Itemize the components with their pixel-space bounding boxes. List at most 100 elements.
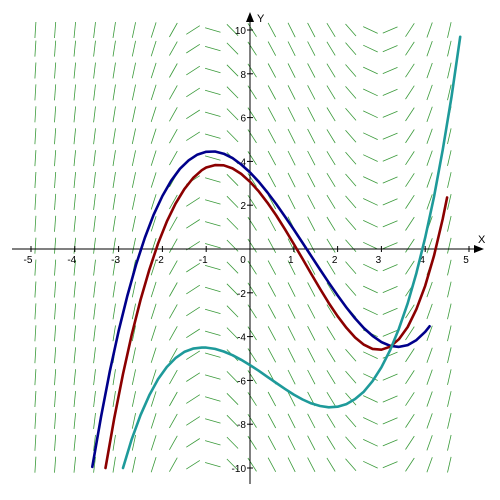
slope-segment — [287, 369, 296, 385]
slope-segment — [186, 460, 201, 470]
slope-segment — [226, 414, 239, 427]
slope-segment — [34, 40, 37, 57]
slope-segment — [307, 326, 316, 341]
slope-segment — [34, 21, 37, 39]
slope-segment — [186, 328, 201, 339]
slope-segment — [447, 325, 452, 342]
slope-segment — [34, 193, 37, 210]
slope-segment — [382, 26, 398, 34]
slope-segment — [405, 435, 415, 450]
slope-segment — [204, 221, 221, 227]
slope-segment — [247, 413, 257, 428]
y-tick-label: 2 — [240, 201, 246, 212]
slope-segment — [93, 434, 96, 451]
slope-segment — [226, 436, 239, 449]
x-tick-label: -2 — [155, 255, 164, 266]
slope-segment — [186, 438, 201, 448]
slope-segment — [226, 86, 239, 99]
x-tick-label: -5 — [24, 255, 33, 266]
slope-segment — [307, 457, 316, 472]
slope-segment — [382, 329, 398, 337]
slope-segment — [382, 176, 398, 184]
slope-segment — [287, 391, 296, 407]
slope-segment — [247, 238, 257, 253]
slope-segment — [93, 347, 96, 364]
slope-segment — [131, 325, 136, 342]
slope-segment — [345, 436, 357, 450]
slope-segment — [226, 283, 239, 296]
slope-segment — [169, 150, 178, 166]
slope-segment — [204, 27, 221, 33]
slope-segment — [267, 435, 277, 451]
slope-segment — [326, 151, 336, 166]
slope-segment — [54, 21, 57, 39]
slope-segment — [186, 197, 201, 207]
slope-segment — [226, 239, 239, 252]
slope-segment — [447, 150, 452, 166]
slope-segment — [204, 199, 221, 205]
slope-segment — [247, 326, 257, 341]
slope-segment — [150, 281, 157, 298]
x-tick-label: 1 — [288, 255, 294, 266]
slope-segment — [54, 215, 57, 232]
slope-segment — [131, 456, 136, 473]
slope-segment — [73, 40, 76, 57]
slope-segment — [307, 107, 316, 122]
slope-segment — [426, 84, 433, 101]
solution-curve-3 — [121, 35, 462, 470]
slope-segment — [150, 172, 157, 188]
y-tick-label: 8 — [240, 70, 246, 81]
slope-segment — [363, 154, 378, 162]
slope-segment — [405, 41, 415, 56]
slope-segment — [326, 107, 336, 122]
slope-segment — [247, 129, 257, 144]
slope-segment — [287, 150, 296, 166]
y-axis-label: Y — [257, 13, 265, 25]
slope-segment — [267, 391, 277, 407]
slope-segment — [426, 128, 433, 144]
slope-segment — [426, 150, 433, 166]
slope-segment — [326, 216, 336, 231]
slope-segment — [426, 62, 433, 79]
slope-segment — [363, 241, 378, 250]
slope-segment — [112, 128, 116, 145]
slope-segment — [73, 281, 76, 298]
slope-segment — [131, 347, 136, 364]
slope-segment — [247, 151, 257, 166]
slope-segment — [131, 22, 136, 38]
slope-segment — [405, 23, 415, 37]
slope-segment — [267, 63, 277, 78]
slope-segment — [34, 281, 37, 298]
slope-segment — [150, 150, 157, 166]
slope-segment — [93, 412, 96, 429]
slope-segment — [345, 370, 357, 384]
slope-segment — [169, 304, 178, 319]
slope-segment — [307, 150, 316, 166]
slope-segment — [267, 41, 277, 56]
slope-segment — [204, 286, 221, 293]
slope-segment — [169, 63, 178, 78]
slope-segment — [131, 62, 136, 79]
slope-segment — [363, 373, 378, 381]
slope-segment — [426, 435, 433, 451]
slope-segment — [150, 106, 157, 123]
slope-segment — [267, 172, 277, 188]
slope-segment — [73, 172, 76, 189]
x-axis-label: X — [478, 234, 486, 246]
slope-segment — [247, 194, 257, 209]
slope-segment — [204, 243, 221, 249]
slope-segment — [93, 259, 96, 276]
slope-segment — [93, 237, 96, 254]
slope-segment — [204, 418, 221, 424]
slope-segment — [204, 308, 221, 314]
slope-segment — [382, 242, 398, 250]
y-axis-arrow — [246, 12, 254, 22]
slope-segment — [150, 237, 157, 254]
slope-segment — [112, 303, 116, 320]
slope-segment — [405, 260, 415, 275]
slope-segment — [204, 46, 221, 52]
slope-segment — [131, 194, 136, 210]
slope-segment — [131, 281, 136, 298]
slope-segment — [307, 260, 316, 275]
